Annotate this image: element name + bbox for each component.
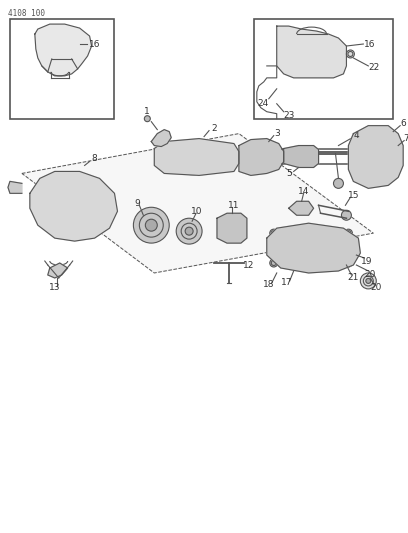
Polygon shape [30, 172, 118, 241]
Circle shape [39, 182, 45, 188]
Circle shape [356, 169, 362, 175]
Text: 16: 16 [364, 39, 375, 49]
Circle shape [253, 160, 258, 165]
Circle shape [366, 278, 371, 284]
Text: 4: 4 [354, 131, 359, 140]
Text: 14: 14 [298, 187, 309, 196]
Circle shape [297, 204, 305, 212]
Circle shape [270, 229, 278, 237]
Text: 23: 23 [283, 111, 294, 120]
Circle shape [185, 227, 193, 235]
Circle shape [270, 259, 278, 267]
Polygon shape [348, 126, 403, 188]
Circle shape [373, 167, 377, 172]
Text: 8: 8 [92, 154, 98, 163]
Text: 18: 18 [263, 280, 275, 289]
Text: 17: 17 [281, 278, 293, 287]
Polygon shape [8, 181, 22, 193]
Text: 9: 9 [135, 199, 140, 208]
Circle shape [333, 179, 344, 188]
Text: 10: 10 [191, 207, 203, 216]
Text: 7: 7 [403, 134, 408, 143]
Polygon shape [151, 130, 171, 147]
Text: 5: 5 [286, 169, 292, 178]
Circle shape [145, 219, 157, 231]
Circle shape [361, 147, 365, 150]
Circle shape [133, 207, 169, 243]
Circle shape [373, 140, 377, 143]
Text: 22: 22 [369, 63, 380, 72]
Text: 12: 12 [243, 261, 255, 270]
Circle shape [344, 229, 353, 237]
Circle shape [360, 273, 376, 289]
Text: 20: 20 [365, 270, 376, 279]
Circle shape [341, 210, 351, 220]
Polygon shape [48, 263, 68, 278]
Circle shape [66, 197, 82, 213]
Text: 15: 15 [348, 191, 359, 200]
Text: 4108 100: 4108 100 [8, 9, 45, 18]
Circle shape [388, 136, 395, 142]
Circle shape [176, 218, 202, 244]
Polygon shape [217, 213, 247, 243]
Circle shape [388, 169, 395, 175]
Text: 19: 19 [361, 256, 372, 265]
Circle shape [271, 155, 276, 160]
Polygon shape [289, 201, 314, 215]
Circle shape [97, 220, 102, 226]
Circle shape [144, 116, 150, 122]
Text: 3: 3 [274, 129, 279, 138]
Text: 16: 16 [89, 39, 100, 49]
Text: 21: 21 [348, 273, 359, 282]
Circle shape [361, 160, 365, 165]
Bar [10, 19, 115, 119]
Polygon shape [239, 139, 284, 175]
Circle shape [247, 155, 252, 160]
Circle shape [356, 136, 362, 142]
Circle shape [344, 259, 353, 267]
Circle shape [346, 50, 355, 58]
Polygon shape [284, 146, 319, 167]
Text: 13: 13 [49, 284, 60, 293]
Circle shape [386, 160, 389, 165]
Text: 6: 6 [400, 119, 406, 128]
Circle shape [265, 150, 270, 155]
Polygon shape [277, 26, 346, 78]
Circle shape [265, 160, 270, 165]
Polygon shape [267, 223, 360, 273]
Circle shape [97, 182, 102, 188]
Text: 20: 20 [370, 284, 382, 293]
Circle shape [386, 147, 389, 150]
Text: 2: 2 [211, 124, 217, 133]
Circle shape [253, 150, 258, 155]
Circle shape [39, 220, 45, 226]
Text: 1: 1 [144, 107, 150, 116]
Polygon shape [35, 24, 91, 76]
Circle shape [52, 183, 95, 227]
Polygon shape [22, 134, 373, 273]
Bar [254, 19, 393, 119]
Polygon shape [154, 139, 239, 175]
Text: 11: 11 [228, 201, 239, 210]
Text: 24: 24 [257, 99, 268, 108]
